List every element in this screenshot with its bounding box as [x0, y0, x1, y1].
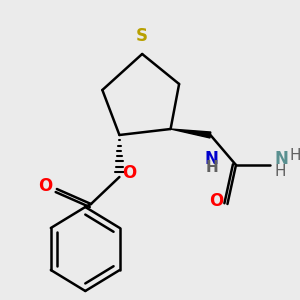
Text: S: S	[136, 27, 148, 45]
Text: H: H	[274, 164, 286, 178]
Text: O: O	[38, 177, 52, 195]
Text: H: H	[206, 160, 218, 175]
Text: H: H	[290, 148, 300, 164]
Text: O: O	[209, 192, 223, 210]
Polygon shape	[171, 129, 211, 138]
Text: N: N	[205, 150, 219, 168]
Text: O: O	[122, 164, 136, 181]
Text: N: N	[274, 150, 288, 168]
